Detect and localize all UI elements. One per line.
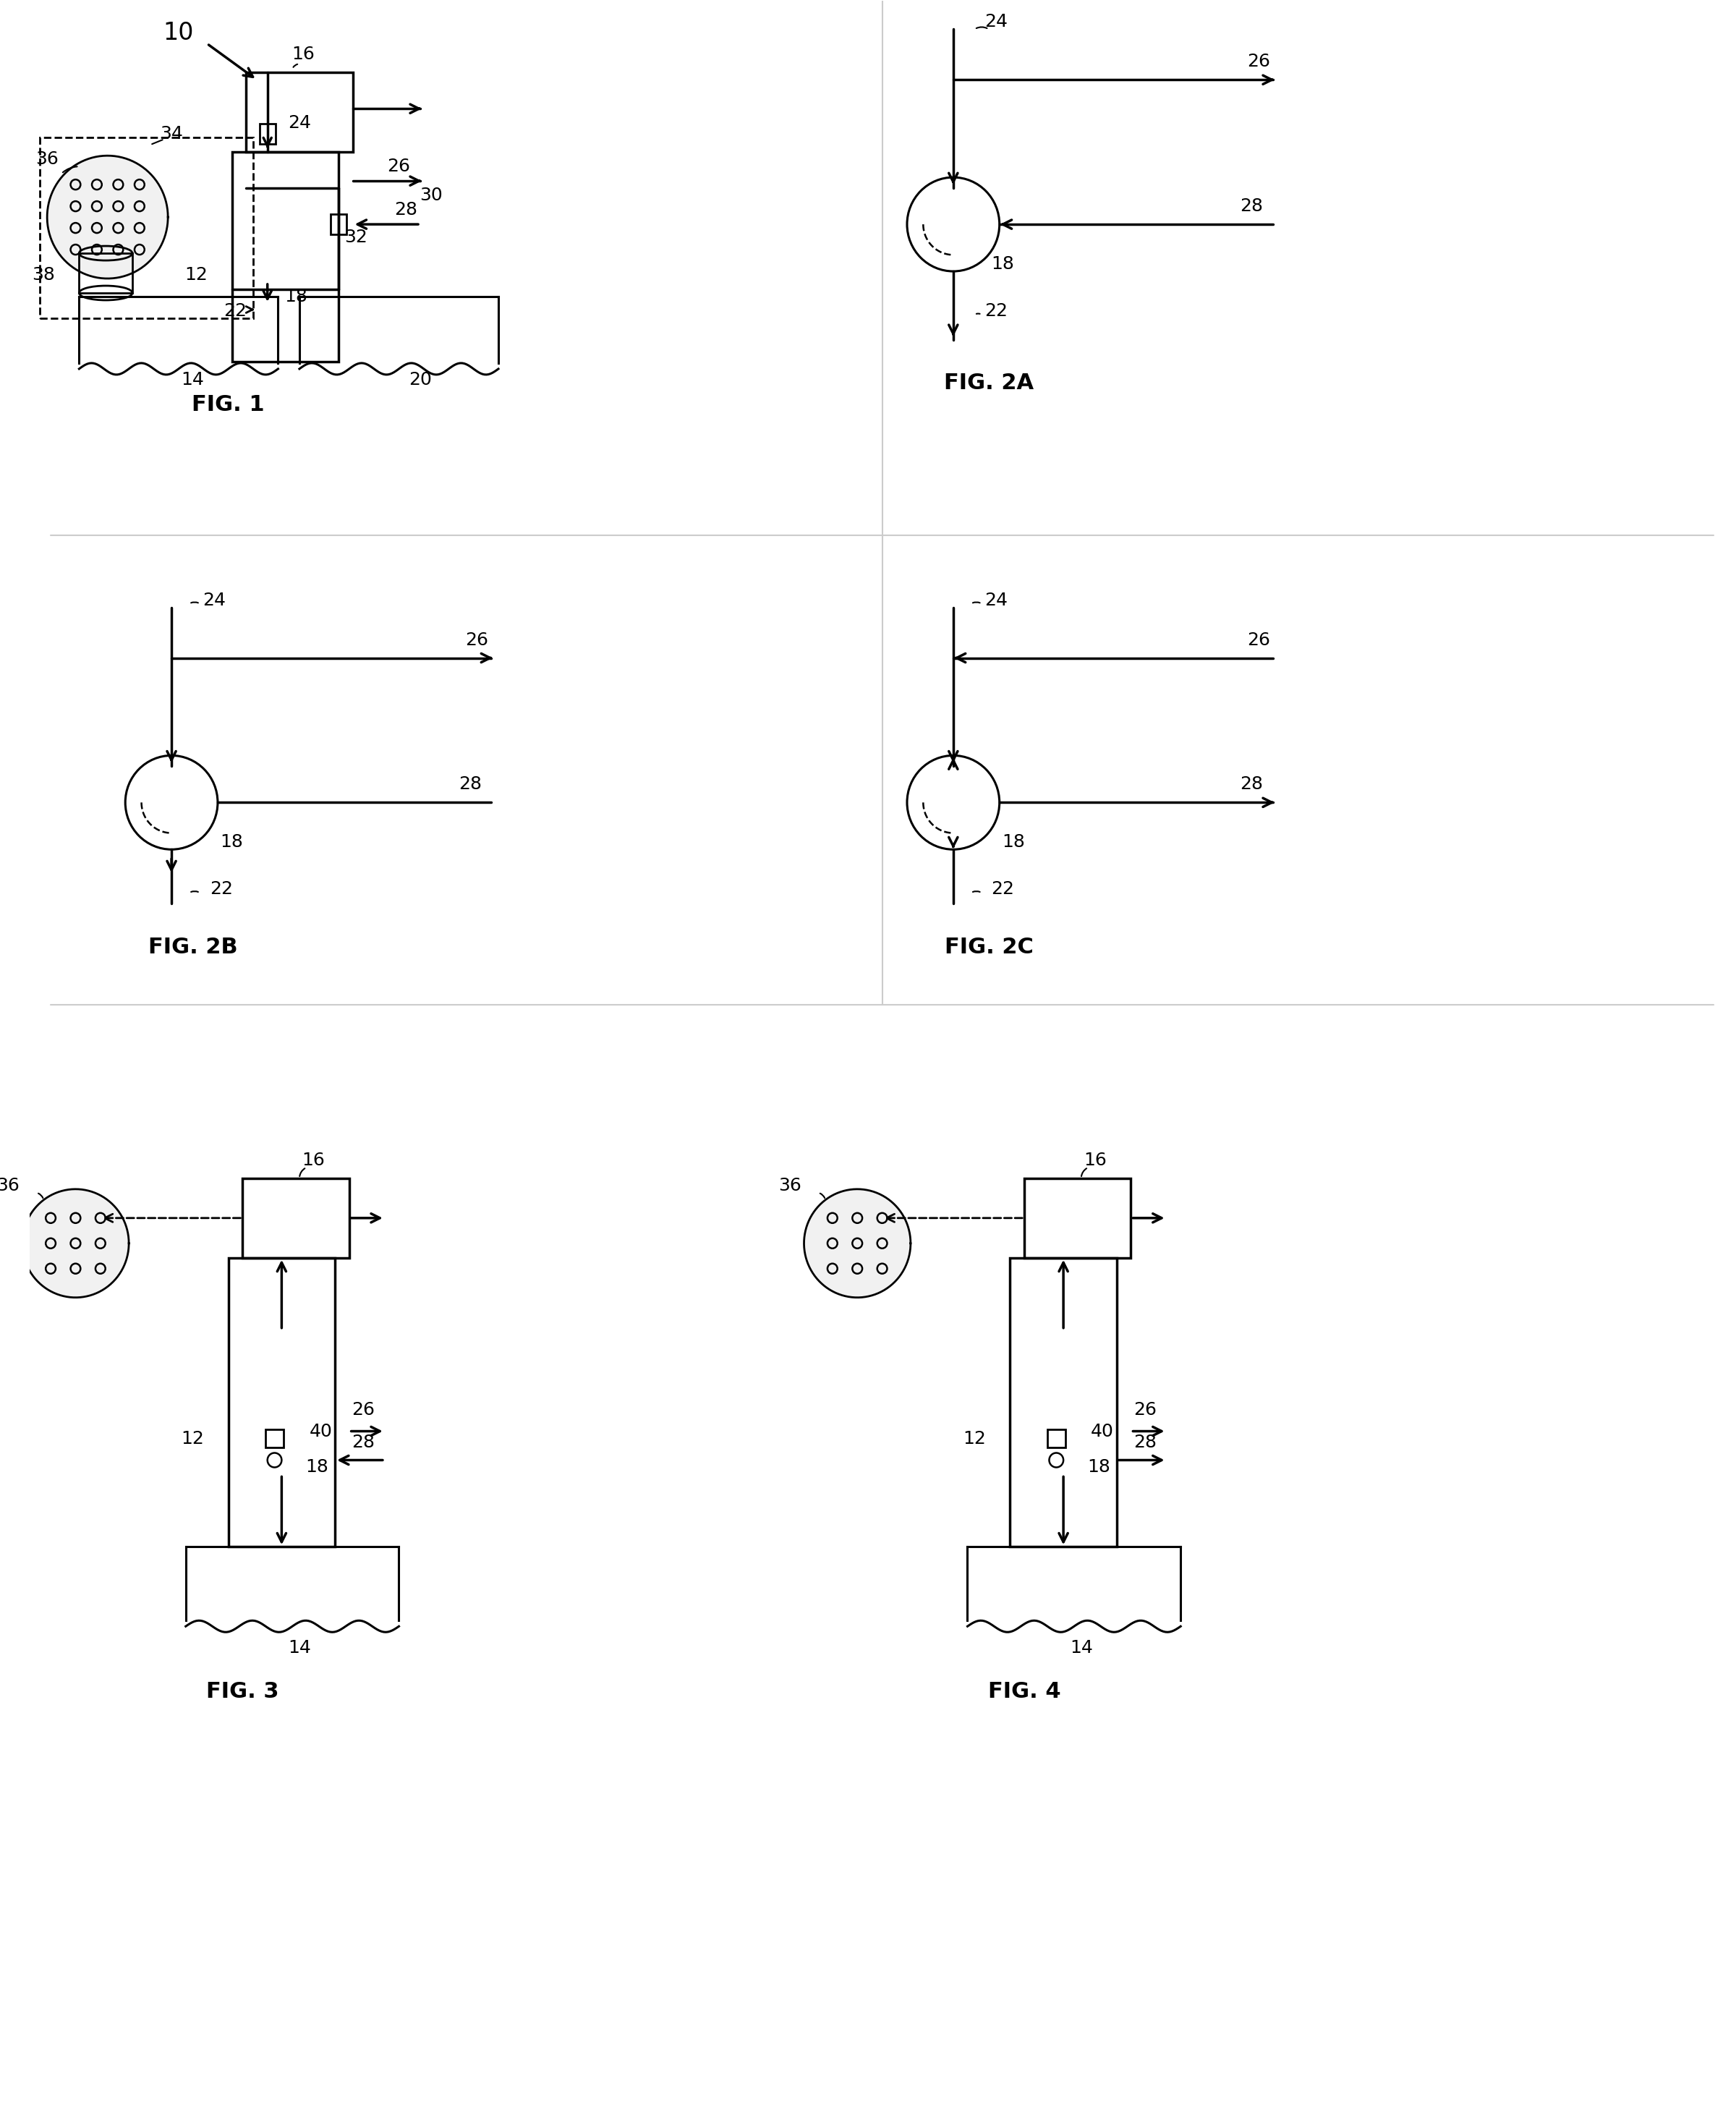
Text: 26: 26 (352, 1401, 375, 1418)
Text: 28: 28 (1134, 1433, 1156, 1450)
Bar (243, 1178, 349, 1259)
Text: 36: 36 (778, 1178, 802, 1195)
Text: 18: 18 (285, 287, 307, 306)
Text: 22: 22 (991, 880, 1014, 897)
Polygon shape (47, 155, 168, 279)
Text: 24: 24 (984, 591, 1007, 608)
Bar (80, 253, 132, 293)
Bar (330, 215, 345, 234)
Text: FIG. 2B: FIG. 2B (148, 938, 238, 957)
Text: 36: 36 (36, 151, 59, 168)
Text: 36: 36 (0, 1178, 19, 1195)
Text: 12: 12 (184, 266, 208, 283)
Polygon shape (804, 1188, 911, 1297)
Text: 26: 26 (1246, 53, 1271, 70)
Text: 40: 40 (309, 1422, 332, 1439)
Text: 16: 16 (1083, 1152, 1108, 1169)
Bar (1010, 1259, 1116, 1548)
Text: 14: 14 (288, 1639, 311, 1656)
Text: 28: 28 (1240, 198, 1264, 215)
Text: 10: 10 (163, 21, 194, 45)
Text: 14: 14 (181, 372, 205, 389)
Polygon shape (23, 1188, 128, 1297)
Bar (260, 123, 276, 145)
Text: FIG. 3: FIG. 3 (207, 1682, 279, 1703)
Bar (229, 1259, 335, 1548)
Text: 34: 34 (160, 125, 182, 142)
Text: 24: 24 (203, 591, 226, 608)
Bar (247, 72, 352, 153)
Text: FIG. 2C: FIG. 2C (944, 938, 1033, 957)
Text: 16: 16 (302, 1152, 325, 1169)
Text: 22: 22 (224, 302, 247, 319)
Text: FIG. 1: FIG. 1 (193, 395, 264, 415)
Text: 40: 40 (1090, 1422, 1115, 1439)
Text: 26: 26 (465, 631, 488, 648)
Bar (1047, 1429, 1066, 1448)
Text: 26: 26 (387, 157, 410, 174)
Text: 18: 18 (991, 255, 1014, 272)
Text: 24: 24 (984, 13, 1007, 30)
Text: 12: 12 (181, 1431, 205, 1448)
Text: 28: 28 (458, 776, 481, 793)
Bar (233, 153, 339, 361)
Text: FIG. 4: FIG. 4 (988, 1682, 1061, 1703)
Text: 14: 14 (1069, 1639, 1092, 1656)
Text: 20: 20 (408, 372, 432, 389)
Text: 32: 32 (345, 230, 368, 247)
Bar (1024, 1178, 1130, 1259)
Text: 28: 28 (1240, 776, 1264, 793)
Text: 18: 18 (220, 833, 243, 850)
Text: FIG. 2A: FIG. 2A (944, 372, 1033, 393)
Text: 18: 18 (1087, 1458, 1111, 1475)
Bar (266, 1429, 283, 1448)
Text: 12: 12 (963, 1431, 986, 1448)
Text: 24: 24 (288, 115, 311, 132)
Text: 18: 18 (1002, 833, 1026, 850)
Text: 30: 30 (420, 187, 443, 204)
Text: 16: 16 (292, 47, 314, 64)
Text: 38: 38 (31, 266, 56, 283)
Text: 26: 26 (1134, 1401, 1156, 1418)
Text: 28: 28 (394, 202, 418, 219)
Text: 22: 22 (210, 880, 233, 897)
Text: 18: 18 (306, 1458, 328, 1475)
Text: 26: 26 (1246, 631, 1271, 648)
Text: 22: 22 (984, 302, 1007, 319)
Text: 28: 28 (352, 1433, 375, 1450)
